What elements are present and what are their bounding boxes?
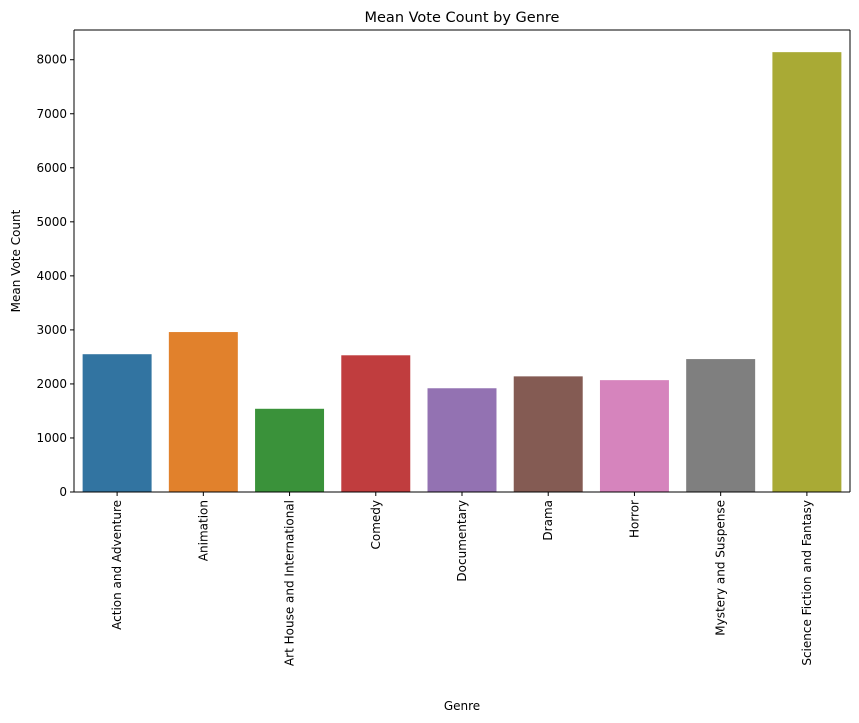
bar bbox=[82, 354, 152, 492]
x-tick-label: Action and Adventure bbox=[110, 500, 124, 630]
y-tick-label: 4000 bbox=[36, 269, 67, 283]
bar bbox=[686, 359, 756, 492]
bar bbox=[255, 408, 325, 492]
y-tick-label: 2000 bbox=[36, 377, 67, 391]
x-tick-label: Horror bbox=[627, 500, 641, 538]
bar bbox=[513, 376, 583, 492]
x-tick-label: Documentary bbox=[455, 500, 469, 582]
x-axis-label: Genre bbox=[444, 699, 480, 713]
y-tick-label: 7000 bbox=[36, 107, 67, 121]
x-tick-label: Art House and International bbox=[283, 500, 297, 666]
y-tick-label: 6000 bbox=[36, 161, 67, 175]
bar bbox=[772, 52, 842, 492]
x-tick-label: Comedy bbox=[369, 500, 383, 550]
bar bbox=[168, 332, 238, 492]
y-axis-ticks: 0 1000 2000 3000 4000 5000 6000 7000 8000 bbox=[36, 53, 74, 499]
bars-group bbox=[82, 52, 842, 492]
chart-title: Mean Vote Count by Genre bbox=[365, 10, 560, 26]
x-tick-label: Animation bbox=[196, 500, 210, 561]
x-axis-ticks: Action and Adventure Animation Art House a… bbox=[110, 492, 814, 666]
bar bbox=[599, 380, 669, 492]
y-tick-label: 5000 bbox=[36, 215, 67, 229]
x-tick-label: Mystery and Suspense bbox=[714, 500, 728, 636]
bar bbox=[341, 355, 411, 492]
y-tick-label: 3000 bbox=[36, 323, 67, 337]
y-tick-label: 0 bbox=[59, 485, 67, 499]
x-tick-label: Drama bbox=[541, 500, 555, 541]
y-axis-label: Mean Vote Count bbox=[9, 209, 23, 312]
y-tick-label: 8000 bbox=[36, 53, 67, 67]
bar bbox=[427, 388, 497, 492]
x-tick-label: Science Fiction and Fantasy bbox=[800, 500, 814, 666]
y-tick-label: 1000 bbox=[36, 431, 67, 445]
